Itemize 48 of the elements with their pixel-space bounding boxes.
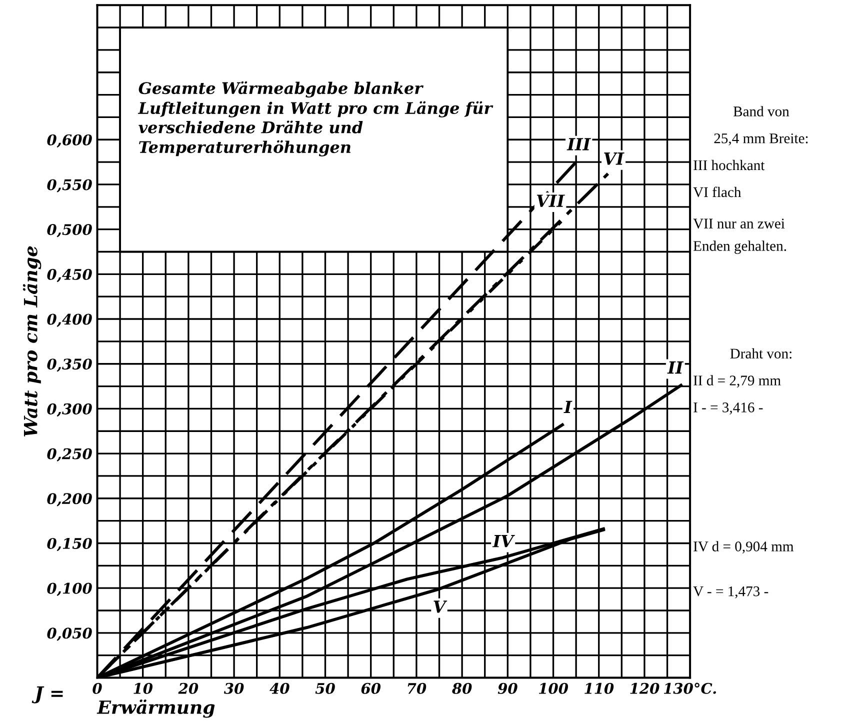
y-tick-label: 0,100: [47, 582, 92, 596]
x-tick-label: 40: [270, 682, 290, 694]
text: Draht von:: [730, 348, 792, 359]
x-tick-label: 10: [134, 682, 153, 694]
text: IV d = 0,904 mm: [694, 541, 794, 554]
y-tick-label: 0,200: [47, 493, 92, 506]
series-label: VII: [536, 194, 565, 207]
x-tick-label: 30: [224, 682, 244, 694]
y-tick-label: 0,050: [47, 628, 92, 641]
x-tick-label: 20: [178, 682, 198, 694]
x-tick-label: 80: [452, 682, 472, 694]
series-label: I: [564, 400, 572, 414]
text: 25,4 mm Breite:: [714, 133, 808, 146]
text: Enden gehalten.: [693, 240, 786, 254]
y-axis-title: Watt pro cm Länge: [22, 246, 42, 436]
y-tick-label: 0,500: [47, 224, 92, 238]
y-tick-label: 0,350: [47, 358, 92, 372]
x-tick-label: 0: [92, 682, 102, 694]
y-tick-label: 0,450: [47, 268, 92, 282]
text: VI flach: [693, 186, 742, 198]
y-tick-label: 0,300: [47, 403, 92, 417]
text: J =: [32, 686, 63, 704]
x-tick-label: 60: [361, 682, 381, 694]
series-label: IV: [492, 535, 515, 548]
series-label: VI: [604, 152, 624, 165]
x-tick-label: 90: [498, 682, 518, 694]
x-tick-label: 130°C.: [664, 682, 716, 694]
text: V - = 1,473 -: [693, 586, 768, 598]
x-tick-label: 100: [538, 682, 568, 694]
text: Gesamte Wärmeabgabe blanker Luftleitungen in Watt pro cm Länge für verschiedene Drähte und Temperaturerhöhungen: [138, 81, 494, 156]
y-tick-label: 0,400: [47, 314, 92, 327]
x-tick-label: 120: [630, 682, 660, 694]
series-label: II: [667, 361, 684, 374]
text: VII nur an zwei: [693, 218, 785, 229]
text: I - = 3,416 -: [694, 402, 763, 414]
x-tick-label: 110: [584, 682, 614, 694]
series-label: V: [434, 600, 448, 613]
y-tick-label: 0,250: [47, 448, 92, 462]
y-tick-label: 0,550: [47, 179, 92, 192]
text: Band von: [733, 106, 790, 116]
x-axis-title: Erwärmung: [96, 700, 215, 718]
y-tick-label: 0,600: [47, 134, 92, 148]
series-label: III: [566, 138, 591, 150]
y-tick-label: 0,150: [47, 538, 92, 552]
text: III hochkant: [694, 160, 765, 170]
text: II d = 2,79 mm: [694, 375, 781, 388]
x-tick-label: 50: [315, 682, 335, 694]
x-tick-label: 70: [408, 682, 426, 694]
